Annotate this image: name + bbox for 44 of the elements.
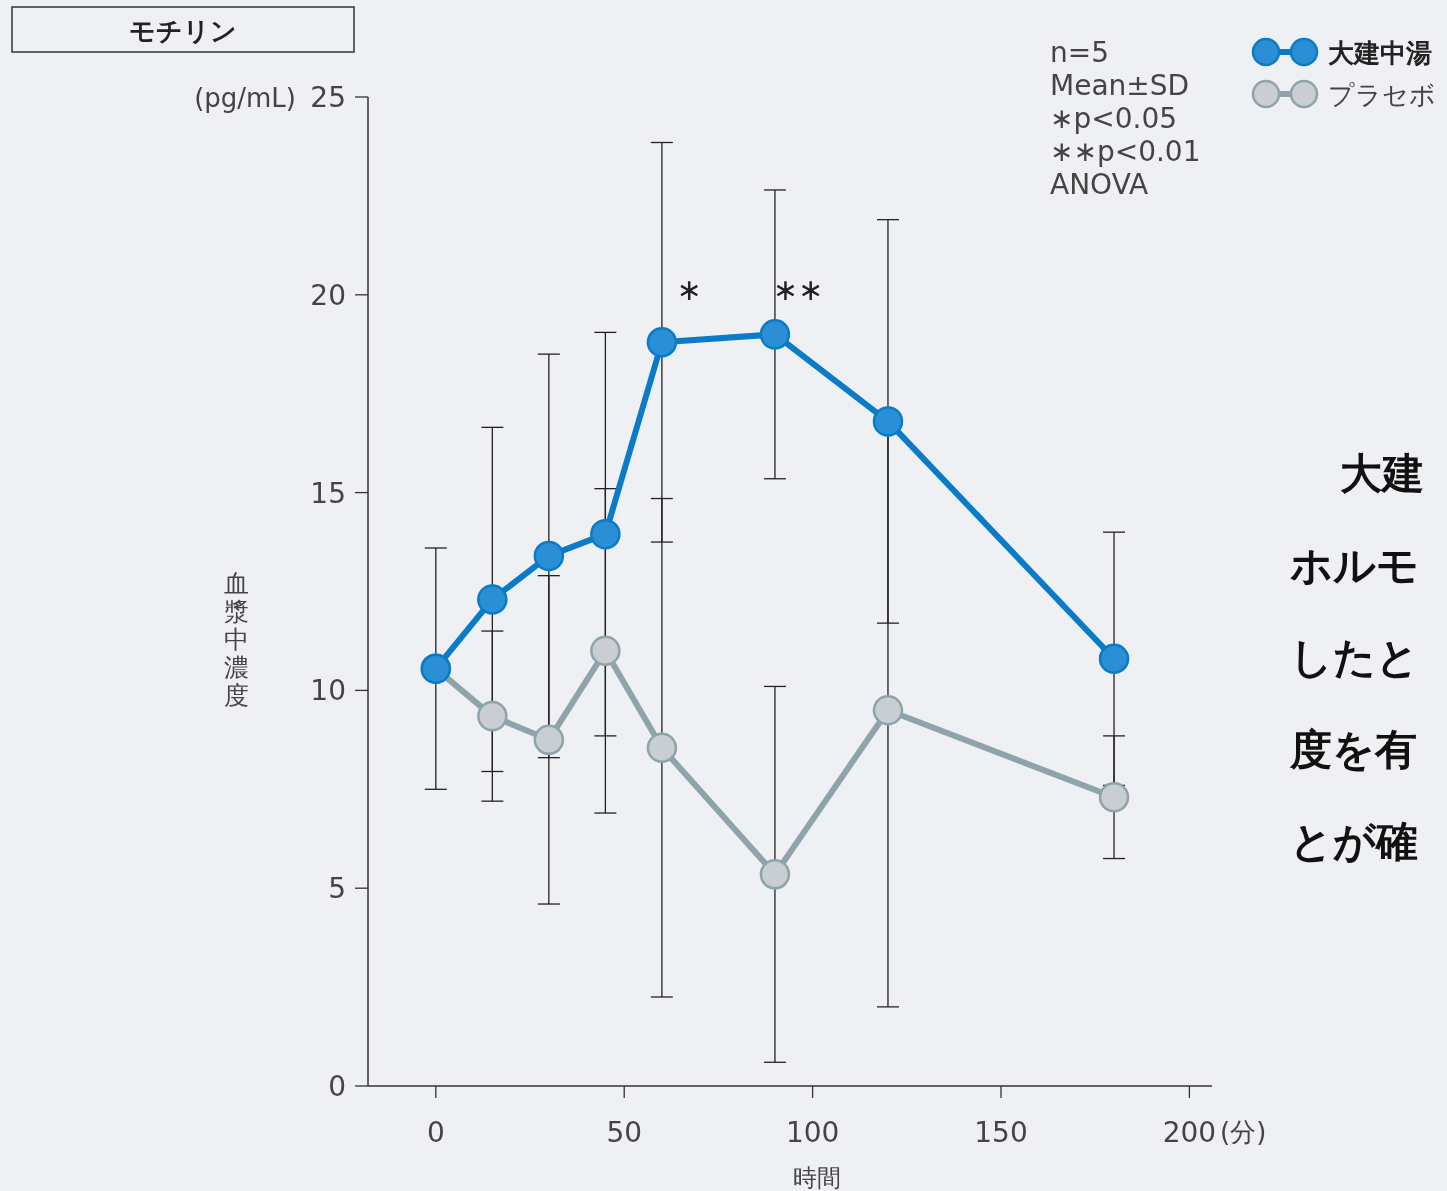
point bbox=[872, 406, 904, 437]
annotation: ∗∗ bbox=[772, 272, 824, 307]
annotation: Mean±SD bbox=[1050, 69, 1190, 102]
point bbox=[533, 540, 565, 572]
x-tick-label: 100 bbox=[785, 1116, 840, 1149]
annotation: ANOVA bbox=[1050, 168, 1149, 201]
point bbox=[590, 518, 621, 550]
point bbox=[759, 859, 791, 890]
chart-title: モチリン bbox=[129, 16, 237, 46]
point bbox=[1098, 781, 1130, 813]
point bbox=[1098, 643, 1130, 674]
point bbox=[533, 724, 565, 756]
text: (分) bbox=[1220, 1117, 1267, 1147]
annotation: ∗p<0.05 bbox=[1050, 102, 1178, 135]
x-tick-label: 0 bbox=[426, 1116, 445, 1149]
annotation: ∗ bbox=[676, 272, 702, 307]
x-tick-label: 50 bbox=[606, 1116, 643, 1149]
y-tick-label: 20 bbox=[310, 278, 346, 312]
y-tick-label: 5 bbox=[328, 872, 346, 906]
point bbox=[872, 694, 904, 726]
y-tick-label: 25 bbox=[310, 81, 346, 114]
text: 度を有 bbox=[1289, 725, 1417, 774]
legend-label: プラセボ bbox=[1328, 80, 1436, 110]
legend-label: 大建中湯 bbox=[1328, 38, 1432, 68]
text: とが確 bbox=[1290, 817, 1418, 866]
point bbox=[477, 584, 508, 615]
text: ホルモ bbox=[1290, 541, 1419, 590]
annotation: ∗∗p<0.01 bbox=[1050, 135, 1201, 168]
text: n=5 bbox=[1050, 36, 1110, 69]
point bbox=[477, 700, 508, 732]
y-tick-label: 15 bbox=[310, 476, 346, 510]
y-axis-title: 血漿中濃度 bbox=[223, 569, 249, 710]
point bbox=[590, 635, 621, 667]
text: 大建 bbox=[1340, 449, 1424, 498]
y-tick-label: 10 bbox=[310, 674, 346, 708]
text: (pg/mL) bbox=[194, 83, 296, 113]
x-tick-label: 200 bbox=[1162, 1116, 1217, 1149]
y-tick-label: 0 bbox=[328, 1070, 346, 1103]
x-axis-title: 時間 bbox=[793, 1164, 841, 1191]
point bbox=[646, 732, 678, 764]
x-tick-label: 150 bbox=[974, 1116, 1028, 1149]
text: したと bbox=[1290, 633, 1419, 682]
point bbox=[759, 319, 791, 350]
point bbox=[646, 327, 678, 358]
